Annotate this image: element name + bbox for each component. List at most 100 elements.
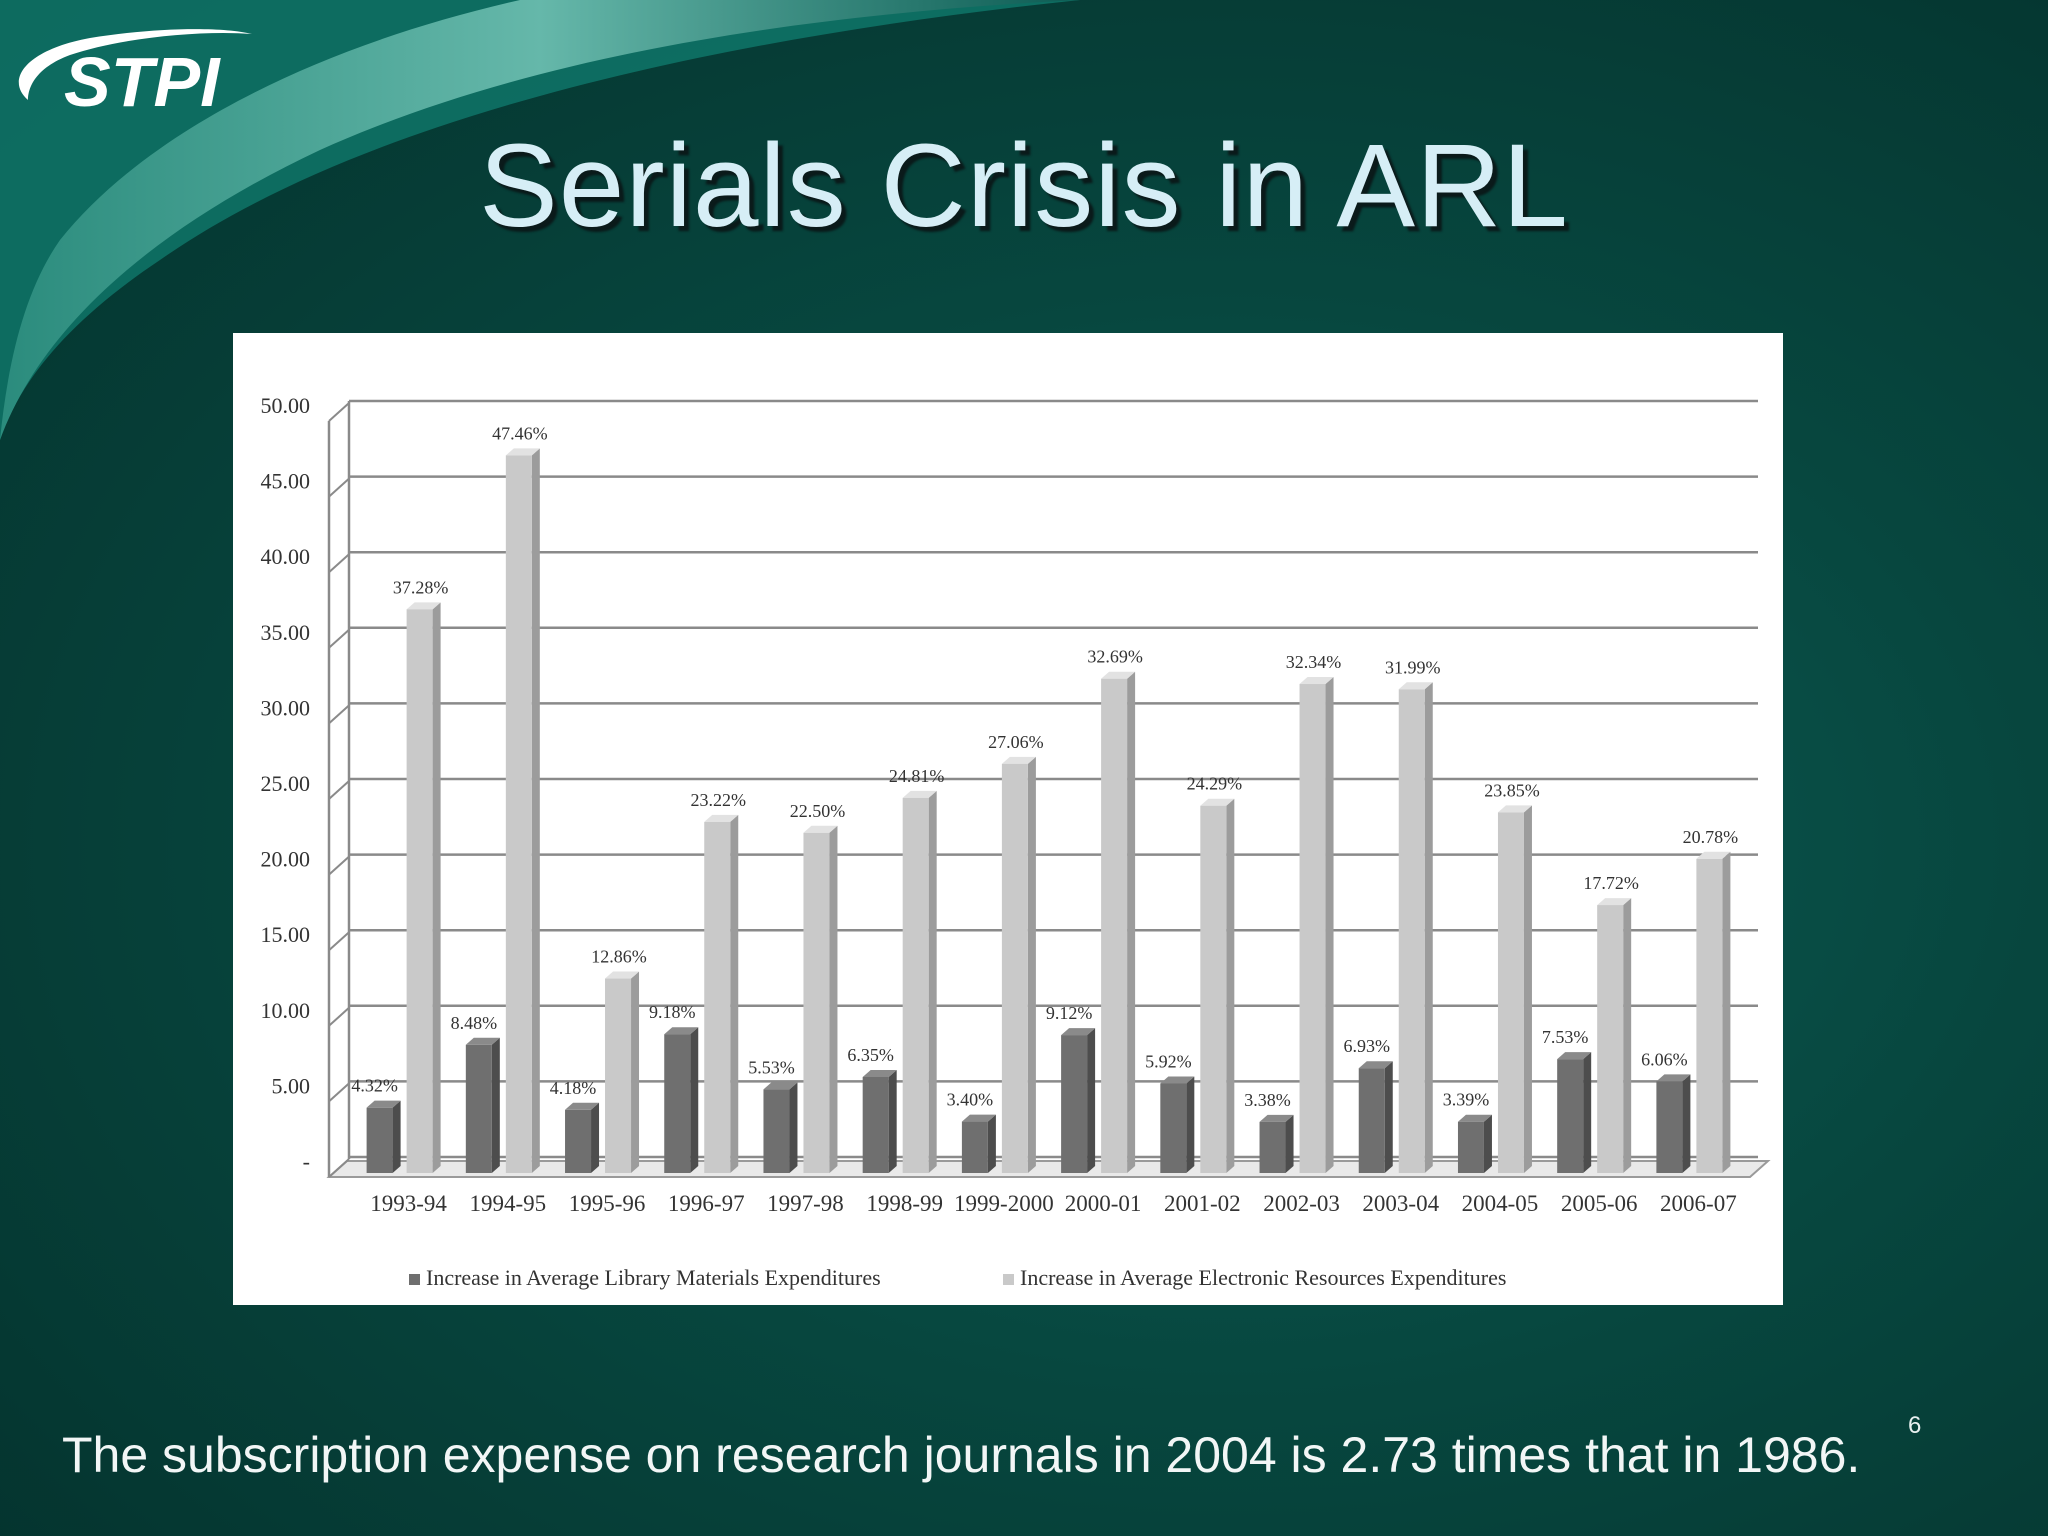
data-label: 4.32% [351,1076,398,1096]
data-label: 9.12% [1046,1003,1093,1023]
bar-electronic [1696,851,1731,1173]
bar-front [1358,1068,1385,1173]
data-label: 24.81% [889,766,945,786]
bar-side [1384,1061,1393,1173]
bar-top [803,825,838,833]
y-tick-label: 45.00 [261,469,311,494]
bar-front [366,1107,393,1173]
bar-side [1623,898,1632,1173]
bar-front [1497,812,1524,1173]
x-tick-label: 2000-01 [1065,1191,1142,1216]
bar-electronic [704,814,739,1173]
bar-library [763,1082,798,1173]
bar-electronic [1299,677,1334,1173]
gridline-depth [328,1082,350,1103]
bar-top [1358,1061,1393,1069]
y-tick-label: 35.00 [261,620,311,645]
gridline-depth [328,402,350,422]
bar-side [730,814,739,1173]
data-label: 12.86% [591,947,647,967]
bar-library [1259,1114,1294,1173]
x-tick-label: 2001-02 [1164,1191,1241,1216]
bar-side [1087,1028,1096,1173]
bar-side [1285,1114,1294,1173]
x-tick-label: 1995-96 [569,1191,646,1216]
x-tick-label: 2006-07 [1660,1191,1737,1216]
y-tick-label: 10.00 [261,998,311,1023]
x-tick-label: 2002-03 [1263,1191,1340,1216]
data-label: 23.22% [691,790,747,810]
data-label: 24.29% [1187,774,1243,794]
bar-electronic [605,971,640,1173]
data-label: 3.38% [1244,1090,1291,1110]
bar-electronic [902,790,937,1173]
bar-front [1101,678,1128,1173]
bar-electronic [406,602,441,1173]
gridline-depth [328,553,350,573]
bar-top [1557,1052,1592,1060]
bar-electronic [1398,682,1433,1173]
x-tick-label: 2005-06 [1561,1191,1638,1216]
bar-top [961,1114,996,1122]
bar-side [1523,805,1532,1173]
data-label: 17.72% [1583,873,1639,893]
bar-front [1299,684,1326,1173]
logo-text: STPI [64,43,221,121]
bar-front [1061,1035,1088,1173]
bar-side [1722,851,1731,1173]
x-tick-label: 1998-99 [866,1191,943,1216]
bar-library [366,1100,401,1173]
y-tick-label: 40.00 [261,544,311,569]
bar-top [1696,851,1731,859]
legend-label-library: Increase in Average Library Materials Ex… [426,1265,881,1290]
data-labels: 4.32% 37.28% 8.48% 47.46% 4.18% 12.86% 9.18% 23… [351,423,1738,1109]
y-tick-label: 20.00 [261,847,311,872]
bar-front [505,455,532,1173]
bar-electronic [1497,805,1532,1173]
data-label: 6.93% [1344,1036,1391,1056]
bar-library [1358,1061,1393,1173]
bar-front [565,1109,592,1173]
bar-top [1001,756,1036,764]
bar-chart: 4.32% 37.28% 8.48% 47.46% 4.18% 12.86% 9.18% 23… [261,393,1771,1290]
bar-front [1457,1121,1484,1173]
y-tick-label: - [303,1149,310,1174]
data-label: 6.06% [1641,1049,1688,1069]
gridline-depth [328,1007,350,1027]
bar-side [829,825,838,1173]
bar-front [902,797,929,1173]
bar-front [1557,1059,1584,1173]
x-tick-label: 1999-2000 [954,1191,1054,1216]
bar-top [1101,671,1136,679]
data-label: 3.39% [1443,1090,1490,1110]
x-tick-label: 1996-97 [668,1191,745,1216]
bar-side [1127,671,1136,1173]
bars [366,448,1731,1173]
bar-side [690,1027,699,1173]
bar-top [1061,1028,1096,1036]
bar-top [763,1082,798,1090]
bar-side [789,1082,798,1173]
gridline-depth [328,629,350,649]
x-tick-label: 1993-94 [370,1191,447,1216]
bar-top [1656,1074,1691,1082]
bar-front [1259,1121,1286,1173]
bar-top [1299,677,1334,685]
data-label: 32.34% [1286,652,1342,672]
x-tick-label: 2003-04 [1362,1191,1439,1216]
bar-side [1325,677,1334,1173]
data-label: 8.48% [451,1013,498,1033]
y-tick-label: 25.00 [261,771,311,796]
gridlines [326,399,1771,1178]
bar-side [591,1102,600,1173]
x-tick-label: 1997-98 [767,1191,844,1216]
data-label: 7.53% [1542,1027,1589,1047]
y-tick-label: 5.00 [272,1073,311,1098]
bar-library [1160,1076,1195,1173]
bar-electronic [1200,798,1235,1173]
bar-top [465,1037,500,1045]
bar-top [565,1102,600,1110]
bar-side [432,602,441,1173]
data-label: 27.06% [988,732,1043,752]
